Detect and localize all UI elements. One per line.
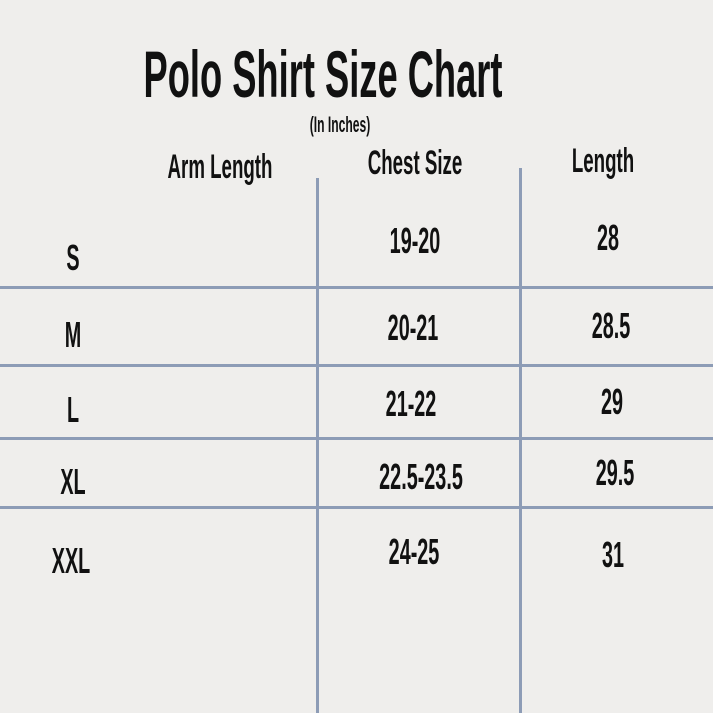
header-length: Length — [571, 142, 635, 180]
length-value: 29 — [600, 381, 624, 422]
length-value: 31 — [601, 534, 625, 575]
length-value: 28.5 — [591, 305, 631, 346]
chart-subtitle: (In Inches) — [309, 112, 371, 137]
chart-title: Polo Shirt Size Chart — [143, 37, 503, 111]
length-value: 29.5 — [595, 452, 635, 493]
length-value: 28 — [596, 217, 620, 258]
column-divider — [519, 168, 522, 713]
size-label: S — [66, 237, 80, 278]
chest-value: 21-22 — [385, 383, 437, 424]
row-divider — [0, 437, 713, 440]
chest-value: 19-20 — [389, 220, 441, 261]
size-label: XXL — [51, 540, 91, 581]
size-label: L — [66, 389, 80, 430]
chest-value: 22.5-23.5 — [379, 456, 463, 497]
row-divider — [0, 506, 713, 509]
header-arm-length: Arm Length — [167, 148, 273, 186]
column-divider — [316, 178, 319, 713]
size-label: XL — [60, 461, 86, 502]
header-chest-size: Chest Size — [367, 144, 463, 182]
row-divider — [0, 286, 713, 289]
row-divider — [0, 364, 713, 367]
chest-value: 24-25 — [388, 531, 440, 572]
size-label: M — [64, 314, 82, 355]
chest-value: 20-21 — [387, 307, 439, 348]
